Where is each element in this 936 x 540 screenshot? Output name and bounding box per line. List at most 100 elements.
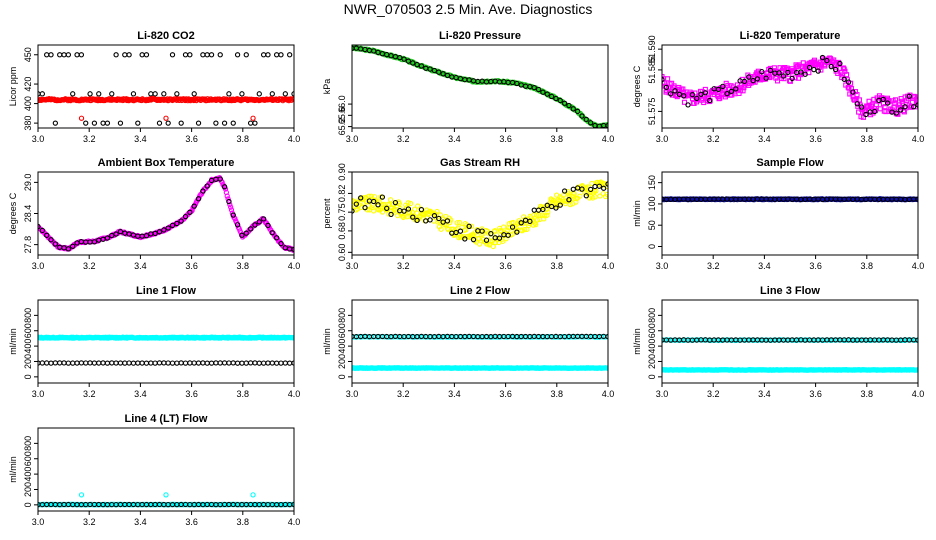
data-point <box>871 108 878 115</box>
data-point <box>70 360 76 366</box>
data-point <box>541 213 548 219</box>
data-point <box>811 66 817 73</box>
panel-title: Li-820 Temperature <box>740 30 841 42</box>
data-point <box>689 91 696 98</box>
data-point <box>529 217 536 223</box>
y-axis-label: kPa <box>322 79 332 95</box>
data-point <box>169 52 176 58</box>
x-tick-label: 3.8 <box>861 261 874 271</box>
x-tick-label: 3.4 <box>448 134 461 144</box>
x-tick-label: 4.0 <box>912 261 925 271</box>
x-tick-label: 3.8 <box>861 389 874 399</box>
plot-area <box>38 174 294 253</box>
data-point <box>759 69 765 75</box>
data-point <box>571 191 577 197</box>
data-point <box>161 227 167 233</box>
panel-title: Sample Flow <box>756 157 824 169</box>
data-point <box>431 213 438 219</box>
x-tick-label: 3.8 <box>237 134 250 144</box>
data-point <box>269 91 275 97</box>
data-point <box>518 220 524 226</box>
data-point <box>234 360 241 366</box>
data-point <box>256 360 262 366</box>
data-point <box>561 100 568 106</box>
data-point <box>668 91 674 97</box>
x-tick-label: 3.2 <box>83 261 96 271</box>
data-point <box>882 104 888 110</box>
y-tick-label: 600 <box>23 323 33 338</box>
data-point <box>541 216 547 222</box>
data-point <box>227 201 233 208</box>
data-point <box>570 106 576 112</box>
data-point <box>720 83 726 89</box>
data-point <box>468 223 475 229</box>
data-point <box>873 337 880 343</box>
y-tick-label: 800 <box>337 308 347 323</box>
data-point <box>535 86 542 93</box>
panel-3: Li-820 Temperature 3.0 3.2 3.4 3.6 3.8 4.0 51.5… <box>632 30 924 144</box>
data-point <box>52 120 59 126</box>
data-point <box>544 212 550 218</box>
plot-frame <box>661 44 919 129</box>
data-point <box>48 237 54 243</box>
y-tick-label: 100 <box>647 196 657 211</box>
data-point <box>741 78 748 85</box>
panel-title: Li-820 Pressure <box>439 30 521 42</box>
x-tick-label: 3.8 <box>861 134 874 144</box>
data-point <box>39 91 45 97</box>
data-point <box>269 230 275 236</box>
data-point <box>724 91 730 97</box>
y-tick-label: 50 <box>647 220 657 230</box>
data-point <box>431 67 438 74</box>
y-axis-label: ml/min <box>632 328 642 355</box>
data-point <box>527 218 533 224</box>
data-point <box>739 337 745 343</box>
data-point <box>96 91 102 97</box>
y-tick-label: 400 <box>23 339 33 354</box>
data-point <box>221 184 228 190</box>
data-point <box>397 54 403 61</box>
data-point <box>282 91 288 97</box>
data-point <box>733 86 739 92</box>
x-tick-label: 3.8 <box>551 389 564 399</box>
data-point <box>702 86 708 92</box>
panel-7: Line 1 Flow 3.0 3.2 3.4 3.6 3.8 4.0 0 2004006008… <box>8 285 300 399</box>
data-point <box>213 120 219 126</box>
x-tick-label: 3.6 <box>809 134 822 144</box>
data-point <box>418 206 425 213</box>
data-point <box>109 232 115 239</box>
data-point <box>265 360 271 366</box>
data-point <box>161 91 167 97</box>
x-tick-label: 4.0 <box>602 261 615 271</box>
plot-area <box>662 337 918 373</box>
data-point <box>681 99 688 105</box>
x-tick-label: 3.4 <box>134 261 147 271</box>
data-point <box>587 186 594 193</box>
x-tick-label: 3.6 <box>499 134 512 144</box>
data-point <box>557 202 563 208</box>
data-point <box>694 95 700 102</box>
y-tick-label: 0 <box>23 374 33 379</box>
y-tick-label: 0 <box>647 374 657 379</box>
plot-area <box>352 179 608 250</box>
y-tick-label: 600 <box>647 323 657 338</box>
panel-title: Line 4 (LT) Flow <box>125 413 208 425</box>
data-point <box>521 226 528 233</box>
data-point <box>397 205 403 212</box>
y-tick-label: 28.4 <box>23 205 33 223</box>
y-axis-label: ml/min <box>8 456 18 483</box>
data-point <box>868 103 875 109</box>
data-point <box>914 99 918 105</box>
plot-area <box>662 196 918 203</box>
data-point <box>479 228 485 234</box>
data-point <box>414 210 420 216</box>
y-tick-label: 66.0 <box>337 95 347 113</box>
data-point <box>579 186 585 192</box>
data-point <box>457 228 464 234</box>
data-point <box>113 231 119 237</box>
y-tick-label: 0.90 <box>337 163 347 181</box>
data-point <box>109 360 115 366</box>
data-point <box>368 193 374 199</box>
data-point <box>44 360 50 366</box>
data-point <box>841 76 847 82</box>
